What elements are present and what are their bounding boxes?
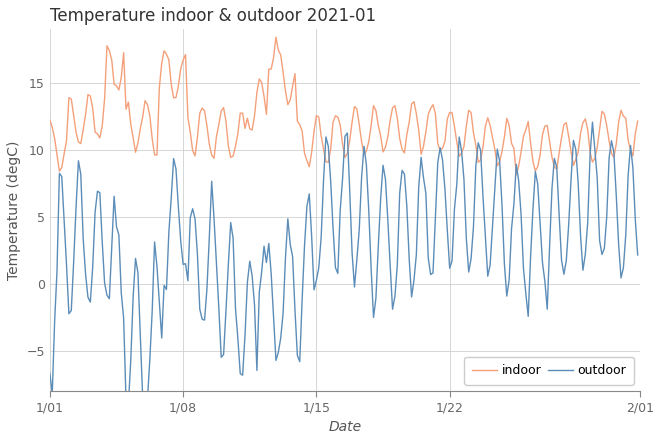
Y-axis label: Temperature (degC): Temperature (degC)	[7, 141, 21, 280]
Legend: indoor, outdoor: indoor, outdoor	[464, 357, 634, 385]
Line: indoor: indoor	[50, 37, 638, 175]
X-axis label: Date: Date	[329, 420, 362, 434]
Line: outdoor: outdoor	[50, 122, 638, 428]
Text: Temperature indoor & outdoor 2021-01: Temperature indoor & outdoor 2021-01	[50, 7, 376, 25]
